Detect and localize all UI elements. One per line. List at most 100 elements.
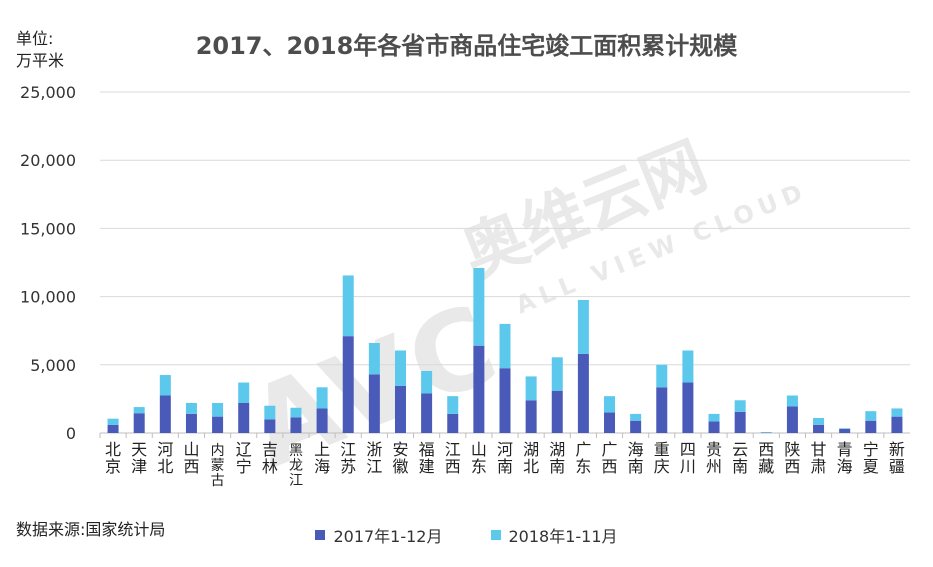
legend-swatch-2017 [315,530,326,540]
x-tick-label: 海南 [628,440,644,476]
y-tick-label: 20,000 [20,151,76,170]
x-tick-label: 四川 [680,440,696,476]
x-tick-label: 福建 [419,440,435,476]
bar-2018 [813,417,825,425]
source-note: 数据来源:国家统计局 [16,520,166,539]
bar-2017 [656,387,668,433]
bar-2018 [734,400,746,412]
x-tick-label: 湖南 [549,440,565,476]
bar-2017 [159,395,171,433]
y-tick-label: 10,000 [20,288,76,307]
x-tick-label: 上海 [314,440,330,476]
bar-2018 [577,300,589,354]
bar-2018 [185,402,197,414]
bar-2017 [342,336,354,433]
bar-2017 [185,413,197,433]
bar-2017 [839,428,851,433]
bar-2018 [865,411,877,421]
bar-2017 [133,413,145,433]
x-tick-label: 甘肃 [811,440,827,476]
y-unit-label-line1: 单位: [16,29,54,48]
x-tick-label: 新疆 [889,440,905,476]
x-tick-label: 内蒙古 [211,443,225,489]
x-tick-label: 河北 [157,440,173,476]
legend-label-2017: 2017年1-12月 [333,527,443,546]
bar-2018 [290,407,302,418]
bar-2017 [577,353,589,433]
bar-2017 [316,408,328,433]
bar-2018 [316,387,328,409]
bar-2018 [394,350,406,386]
bar-2017 [499,368,511,433]
bar-2017 [786,406,798,433]
bar-2018 [421,370,433,394]
bar-2017 [865,420,877,433]
legend-swatch-2018 [490,530,501,540]
x-tick-label: 江西 [445,440,461,476]
x-tick-label: 广西 [602,440,618,476]
x-tick-label: 广东 [575,440,591,476]
legend: 2017年1-12月 2018年1-11月 [0,523,933,547]
x-tick-label: 山西 [183,440,199,476]
bar-2018 [447,396,459,414]
bar-2017 [473,345,485,433]
y-tick-label: 5,000 [30,356,76,375]
bar-2017 [264,419,276,433]
bar-2018 [473,267,485,346]
x-tick-label: 河南 [497,440,513,476]
bar-2018 [159,375,171,396]
legend-label-2018: 2018年1-11月 [508,527,618,546]
x-tick-label: 辽宁 [236,440,252,476]
bar-2017 [368,374,380,433]
chart-title: 2017、2018年各省市商品住宅竣工面积累计规模 [195,32,738,60]
bar-2017 [734,411,746,433]
bar-2018 [238,382,250,403]
y-tick-label: 25,000 [20,83,76,102]
bar-2018 [342,275,354,337]
x-tick-label: 陕西 [784,440,800,476]
bar-2017 [421,393,433,433]
x-tick-label: 吉林 [262,440,278,476]
bar-2018 [786,395,798,407]
bar-2017 [604,412,616,433]
x-tick-label: 青海 [837,440,853,476]
y-tick-label: 15,000 [20,219,76,238]
x-tick-label: 云南 [732,440,748,476]
bar-2017 [525,400,537,433]
bar-2018 [264,405,276,420]
bar-2017 [290,417,302,433]
y-unit-label-line2: 万平米 [16,51,65,70]
bar-2017 [630,420,642,433]
bar-2018 [656,364,668,388]
bar-2018 [630,413,642,421]
legend-item-2018: 2018年1-11月 [490,523,618,547]
y-unit-label: 单位: 万平米 [16,28,64,72]
x-tick-label: 北京 [105,440,121,476]
bar-2017 [212,416,224,433]
bar-2018 [525,376,537,401]
x-tick-label: 浙江 [366,440,382,476]
bar-2017 [891,416,903,433]
bar-2018 [368,342,380,375]
bar-2017 [551,390,563,433]
bar-2017 [447,413,459,433]
bar-2017 [394,385,406,433]
bar-2018 [499,323,511,369]
x-tick-label: 山东 [471,440,487,476]
bar-2017 [107,424,119,433]
bar-2018 [891,408,903,417]
x-tick-label: 天津 [131,440,147,476]
bar-2017 [682,382,694,433]
bar-2018 [604,396,616,413]
bar-2018 [839,428,851,429]
bar-2017 [238,402,250,433]
x-tick-label: 黑龙江 [289,443,303,489]
bar-2018 [107,418,119,425]
x-tick-label: 贵州 [706,440,722,476]
bar-2017 [708,421,720,433]
x-tick-label: 安徽 [392,440,408,476]
x-tick-label: 西藏 [758,440,774,476]
bar-2018 [682,350,694,383]
x-tick-label: 湖北 [523,440,539,476]
